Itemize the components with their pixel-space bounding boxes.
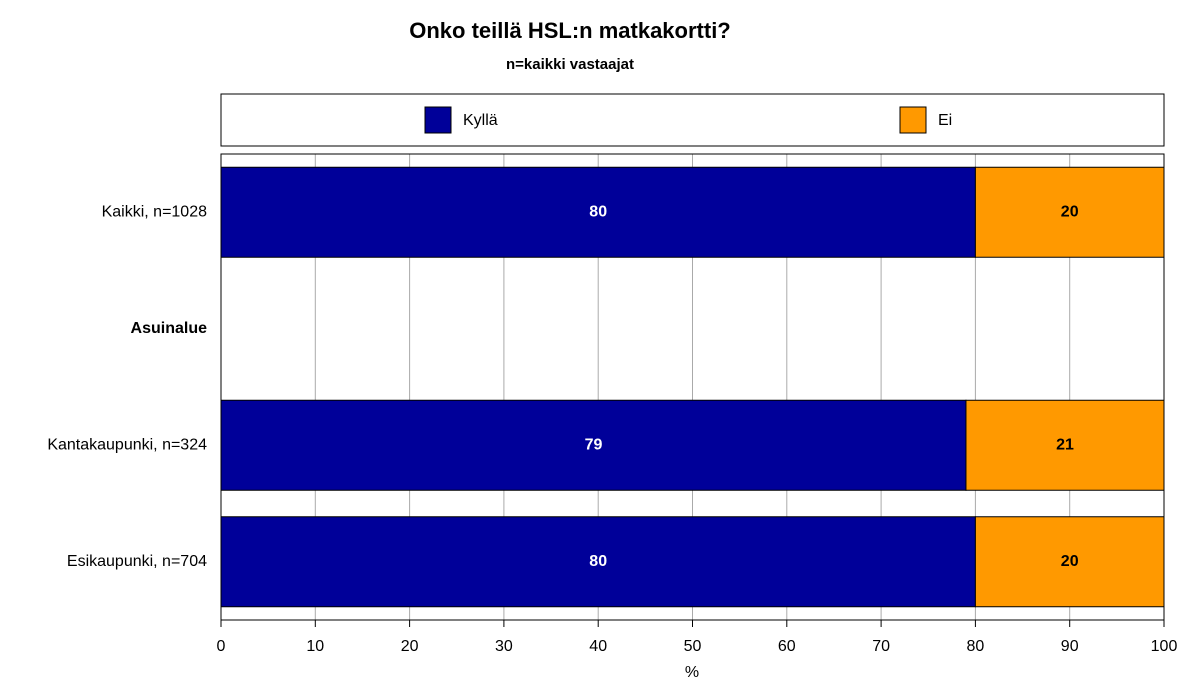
y-tick-label: Kaikki, n=1028 <box>102 203 208 220</box>
y-tick-label: Esikaupunki, n=704 <box>67 553 207 570</box>
plot-frame <box>220 153 1165 621</box>
data-label: 80 <box>589 203 607 220</box>
data-label: 21 <box>1056 436 1074 453</box>
x-tick-label: 10 <box>306 638 324 655</box>
x-tick-label: 40 <box>589 638 607 655</box>
x-tick-label: 60 <box>778 638 796 655</box>
legend-swatch <box>899 106 927 134</box>
legend-label: Ei <box>938 112 952 129</box>
y-tick-label: Asuinalue <box>131 320 208 337</box>
data-label: 20 <box>1061 553 1079 570</box>
x-tick-label: 90 <box>1061 638 1079 655</box>
bar-segment <box>220 399 967 491</box>
data-label: 79 <box>585 436 603 453</box>
data-label: 80 <box>589 553 607 570</box>
x-tick-label: 80 <box>967 638 985 655</box>
legend-box <box>220 93 1165 147</box>
x-tick-label: 0 <box>217 638 226 655</box>
chart-title: Onko teillä HSL:n matkakortti? <box>409 18 731 43</box>
legend-label: Kyllä <box>463 112 498 129</box>
x-tick-label: 50 <box>684 638 702 655</box>
x-tick-label: 20 <box>401 638 419 655</box>
legend-swatch <box>424 106 452 134</box>
bar-segment <box>974 166 1165 258</box>
bar-segment <box>220 166 976 258</box>
x-axis-label: % <box>685 664 699 681</box>
data-label: 20 <box>1061 203 1079 220</box>
bar-segment <box>974 516 1165 608</box>
y-tick-label: Kantakaupunki, n=324 <box>47 436 207 453</box>
bar-segment <box>220 516 976 608</box>
x-tick-label: 30 <box>495 638 513 655</box>
chart-subtitle: n=kaikki vastaajat <box>506 56 634 73</box>
x-tick-label: 70 <box>872 638 890 655</box>
bar-segment <box>965 399 1165 491</box>
x-tick-label: 100 <box>1151 638 1178 655</box>
